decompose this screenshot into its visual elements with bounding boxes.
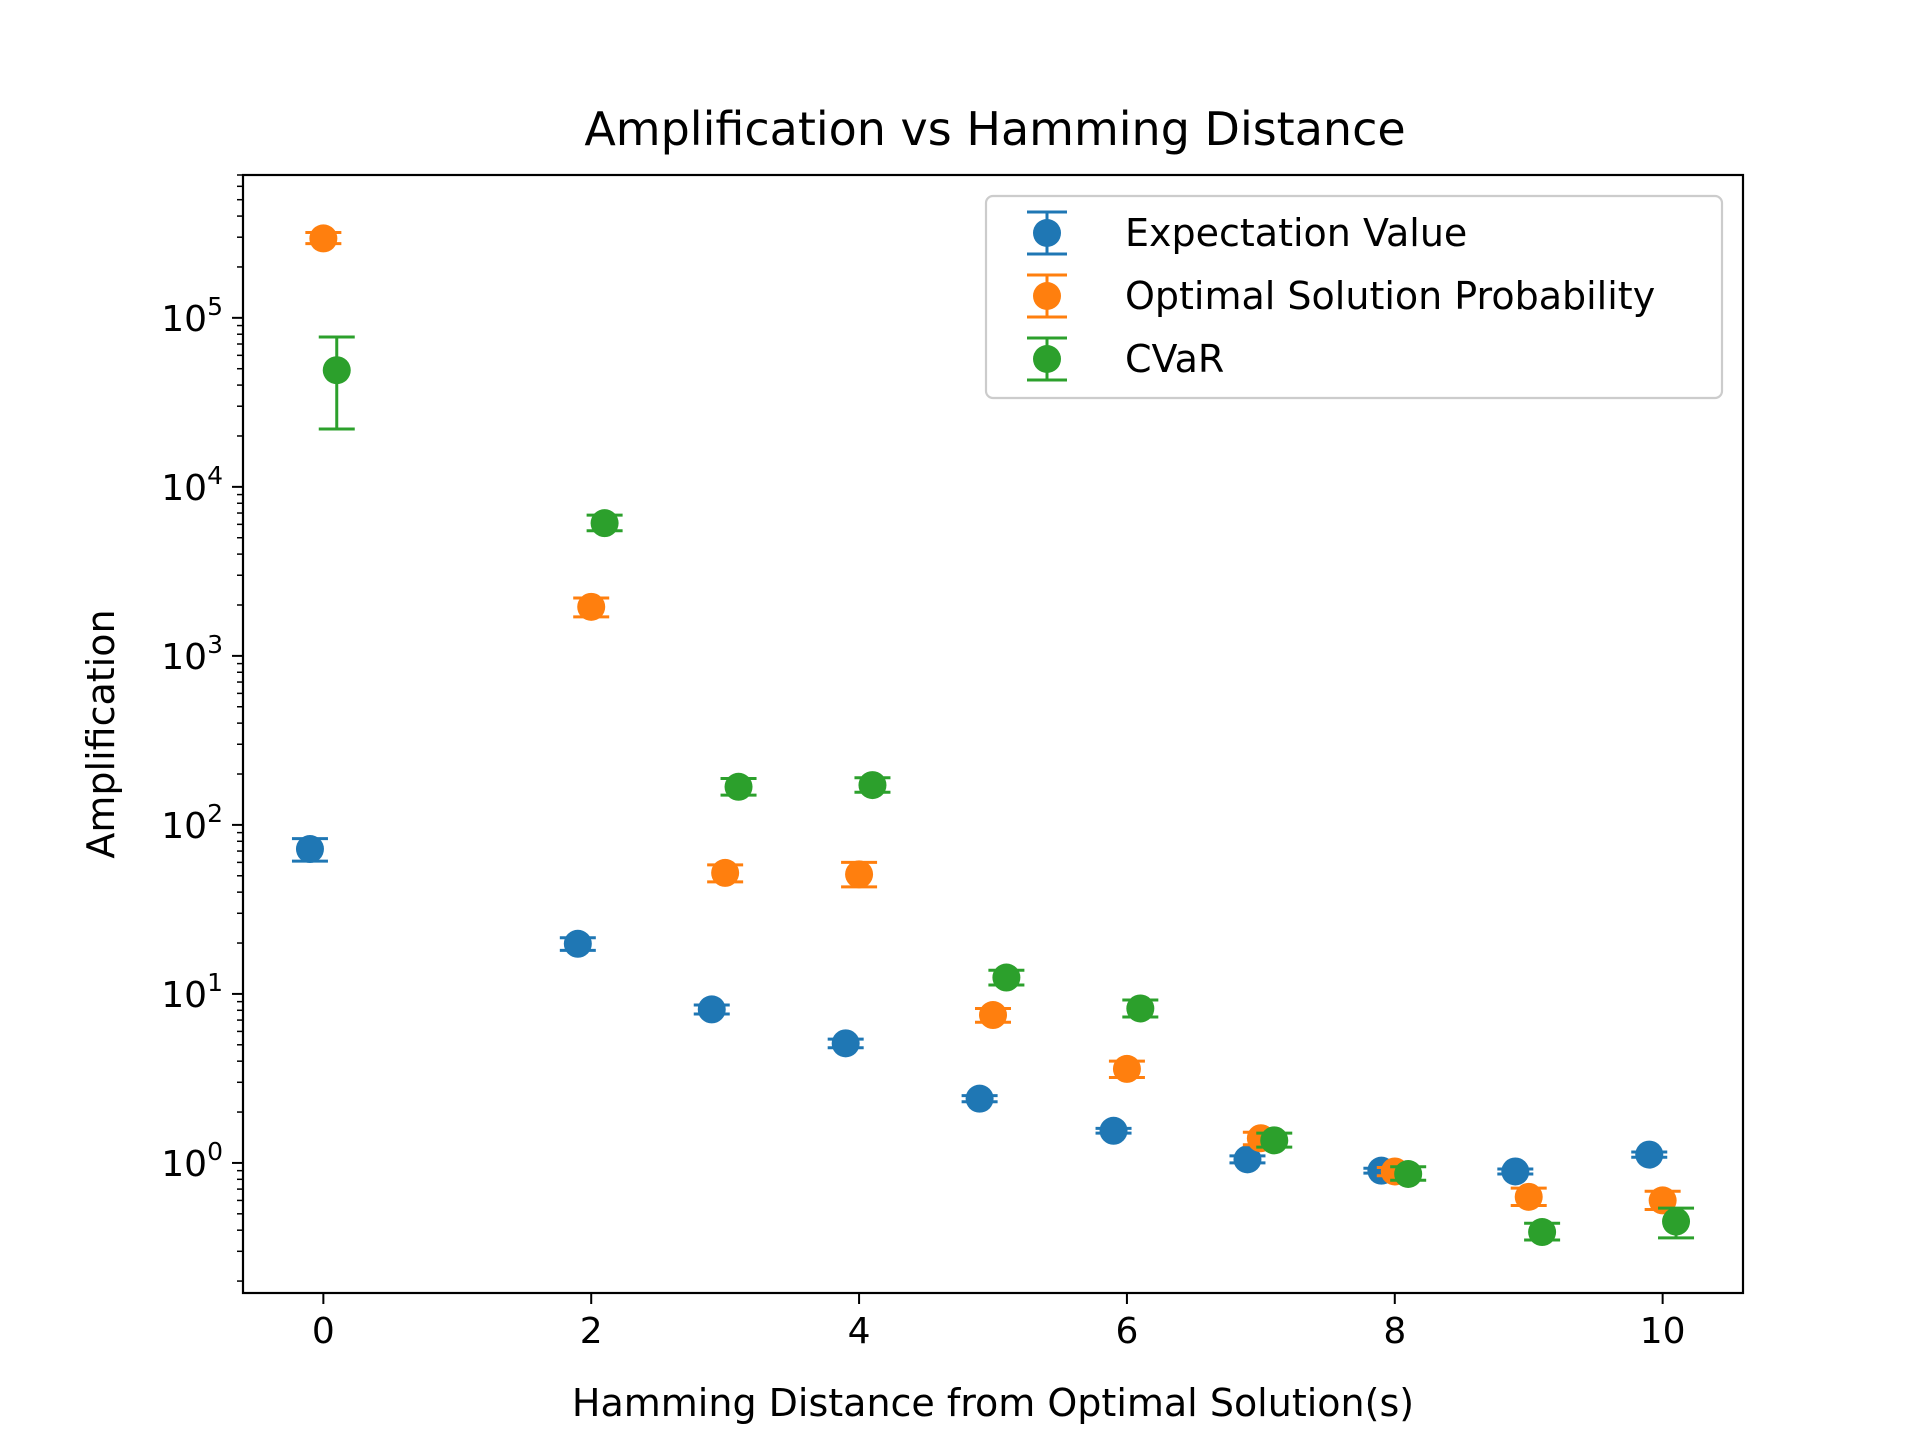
data-point-1-0 bbox=[309, 224, 338, 253]
chart-title: Amplification vs Hamming Distance bbox=[584, 102, 1405, 156]
data-point-1-3 bbox=[845, 860, 874, 889]
y-tick-label-4: 104 bbox=[161, 461, 223, 509]
legend-marker-1 bbox=[1033, 282, 1061, 310]
data-point-2-2 bbox=[724, 772, 753, 801]
data-point-0-2 bbox=[697, 995, 726, 1024]
legend: Expectation Value Optimal Solution Probab… bbox=[984, 194, 1724, 400]
legend-item-1: Optimal Solution Probability bbox=[1027, 273, 1655, 319]
data-point-0-5 bbox=[1099, 1116, 1128, 1145]
data-point-2-5 bbox=[1126, 994, 1155, 1023]
data-point-2-7 bbox=[1394, 1160, 1423, 1189]
legend-label-1: Optimal Solution Probability bbox=[1125, 274, 1655, 318]
data-point-2-6 bbox=[1260, 1126, 1289, 1155]
x-tick-label-0: 0 bbox=[312, 1311, 335, 1352]
x-tick-label-4: 8 bbox=[1383, 1311, 1406, 1352]
data-point-2-8 bbox=[1528, 1218, 1557, 1247]
x-tick-label-1: 2 bbox=[580, 1311, 603, 1352]
data-point-1-5 bbox=[1112, 1054, 1141, 1083]
data-point-1-1 bbox=[577, 592, 606, 621]
legend-box bbox=[984, 194, 1724, 400]
series-2 bbox=[318, 335, 1695, 1247]
data-point-0-6 bbox=[1233, 1145, 1262, 1174]
data-point-0-9 bbox=[1635, 1140, 1664, 1169]
y-axis: 100 101 102 103 104 105 bbox=[161, 174, 243, 1282]
data-point-0-8 bbox=[1501, 1157, 1530, 1186]
y-tick-label-2: 102 bbox=[161, 799, 223, 847]
data-point-2-3 bbox=[858, 771, 887, 800]
x-axis: 0 2 4 6 8 10 bbox=[312, 1293, 1686, 1352]
data-point-0-0 bbox=[295, 835, 324, 864]
y-tick-label-0: 100 bbox=[161, 1137, 223, 1185]
legend-marker-2 bbox=[1033, 345, 1061, 373]
plot-area bbox=[291, 224, 1695, 1247]
x-tick-label-3: 6 bbox=[1115, 1311, 1138, 1352]
data-point-1-8 bbox=[1514, 1182, 1543, 1211]
data-point-0-3 bbox=[831, 1029, 860, 1058]
y-tick-label-5: 105 bbox=[161, 292, 223, 340]
data-point-1-4 bbox=[979, 1001, 1007, 1030]
legend-item-2: CVaR bbox=[1027, 336, 1224, 382]
data-point-2-1 bbox=[590, 509, 619, 538]
data-point-0-1 bbox=[563, 929, 592, 958]
data-point-2-4 bbox=[992, 963, 1021, 992]
y-axis-label: Amplification bbox=[79, 609, 123, 858]
data-point-0-4 bbox=[965, 1084, 994, 1113]
legend-marker-0 bbox=[1033, 219, 1061, 247]
x-axis-label: Hamming Distance from Optimal Solution(s… bbox=[572, 1381, 1414, 1425]
data-point-2-9 bbox=[1662, 1207, 1691, 1236]
legend-label-2: CVaR bbox=[1125, 337, 1224, 381]
x-tick-label-2: 4 bbox=[848, 1311, 871, 1352]
plot-frame bbox=[241, 173, 1745, 1295]
data-point-1-2 bbox=[711, 858, 740, 887]
y-tick-label-3: 103 bbox=[161, 630, 223, 678]
y-tick-label-1: 101 bbox=[161, 968, 223, 1016]
data-point-2-0 bbox=[322, 356, 351, 385]
x-tick-label-5: 10 bbox=[1640, 1311, 1686, 1352]
legend-item-0: Expectation Value bbox=[1027, 210, 1467, 256]
legend-label-0: Expectation Value bbox=[1125, 211, 1467, 255]
